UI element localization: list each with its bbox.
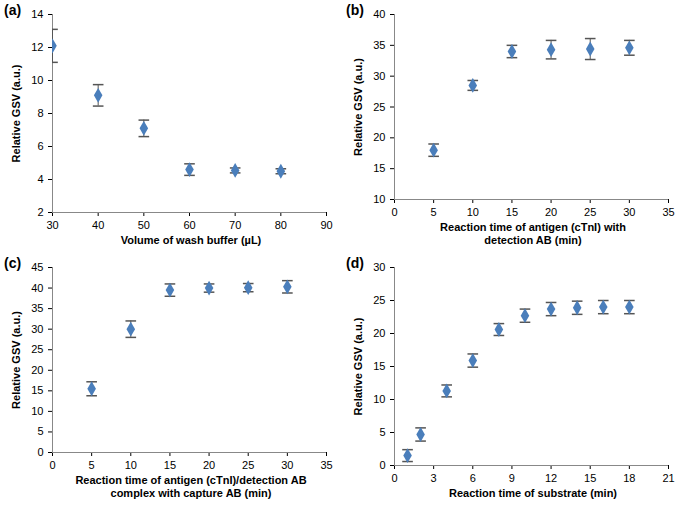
svg-text:20: 20 xyxy=(373,131,385,143)
svg-text:15: 15 xyxy=(584,472,596,484)
svg-text:30: 30 xyxy=(31,323,43,335)
svg-text:12: 12 xyxy=(545,472,557,484)
html-text:(b): (b) xyxy=(346,2,364,18)
svg-text:5: 5 xyxy=(379,426,385,438)
svg-text:0: 0 xyxy=(391,472,397,484)
svg-text:10: 10 xyxy=(31,405,43,417)
svg-text:30: 30 xyxy=(623,206,635,218)
svg-text:60: 60 xyxy=(183,219,195,231)
svg-text:20: 20 xyxy=(545,206,557,218)
svg-text:30: 30 xyxy=(373,261,385,273)
svg-text:10: 10 xyxy=(125,459,137,471)
html-text:Reaction time of antigen (cTnI: Reaction time of antigen (cTnI)/detectio… xyxy=(75,474,307,499)
svg-text:25: 25 xyxy=(242,459,254,471)
html-text:Reaction time of antigen (cTnI: Reaction time of antigen (cTnI) with det… xyxy=(440,221,626,246)
html-text:(c): (c) xyxy=(4,255,22,271)
svg-text:80: 80 xyxy=(275,219,287,231)
svg-text:35: 35 xyxy=(31,302,43,314)
svg-text:18: 18 xyxy=(623,472,635,484)
svg-text:Relative GSV (a.u.): Relative GSV (a.u.) xyxy=(352,58,364,156)
svg-text:20: 20 xyxy=(31,364,43,376)
svg-text:15: 15 xyxy=(506,206,518,218)
svg-text:40: 40 xyxy=(92,219,104,231)
svg-text:25: 25 xyxy=(373,101,385,113)
svg-text:15: 15 xyxy=(164,459,176,471)
svg-text:10: 10 xyxy=(373,193,385,205)
svg-text:50: 50 xyxy=(138,219,150,231)
svg-text:5: 5 xyxy=(37,425,43,437)
svg-text:10: 10 xyxy=(467,206,479,218)
svg-text:15: 15 xyxy=(31,384,43,396)
html-text:(d): (d) xyxy=(346,255,364,271)
svg-text:Relative GSV (a.u.): Relative GSV (a.u.) xyxy=(352,317,364,415)
svg-text:6: 6 xyxy=(37,140,43,152)
svg-text:21: 21 xyxy=(662,472,674,484)
svg-text:40: 40 xyxy=(373,8,385,20)
svg-text:6: 6 xyxy=(470,472,476,484)
svg-text:40: 40 xyxy=(31,282,43,294)
svg-text:Relative GSV (a.u.): Relative GSV (a.u.) xyxy=(10,311,22,409)
svg-text:10: 10 xyxy=(373,393,385,405)
html-text:Volume of wash buffer (µL): Volume of wash buffer (µL) xyxy=(120,234,262,246)
html-text:(a): (a) xyxy=(4,2,22,18)
svg-text:35: 35 xyxy=(662,206,674,218)
svg-text:45: 45 xyxy=(31,261,43,273)
svg-text:25: 25 xyxy=(31,343,43,355)
svg-text:30: 30 xyxy=(281,459,293,471)
svg-text:90: 90 xyxy=(320,219,332,231)
svg-text:15: 15 xyxy=(373,162,385,174)
svg-text:0: 0 xyxy=(49,459,55,471)
svg-text:10: 10 xyxy=(31,74,43,86)
svg-text:3: 3 xyxy=(431,472,437,484)
svg-text:12: 12 xyxy=(31,41,43,53)
svg-text:70: 70 xyxy=(229,219,241,231)
svg-text:4: 4 xyxy=(37,173,43,185)
svg-text:20: 20 xyxy=(203,459,215,471)
svg-text:14: 14 xyxy=(31,8,43,20)
svg-text:5: 5 xyxy=(431,206,437,218)
svg-text:Relative GSV (a.u.): Relative GSV (a.u.) xyxy=(10,64,22,162)
svg-text:25: 25 xyxy=(584,206,596,218)
svg-text:2: 2 xyxy=(37,206,43,218)
svg-text:35: 35 xyxy=(373,39,385,51)
svg-text:0: 0 xyxy=(37,446,43,458)
svg-text:30: 30 xyxy=(373,70,385,82)
svg-text:0: 0 xyxy=(391,206,397,218)
svg-text:35: 35 xyxy=(320,459,332,471)
svg-text:25: 25 xyxy=(373,294,385,306)
svg-text:8: 8 xyxy=(37,107,43,119)
svg-text:20: 20 xyxy=(373,327,385,339)
svg-text:5: 5 xyxy=(89,459,95,471)
svg-text:15: 15 xyxy=(373,360,385,372)
svg-text:9: 9 xyxy=(509,472,515,484)
html-text:Reaction time of substrate (mi: Reaction time of substrate (min) xyxy=(449,487,617,499)
svg-text:30: 30 xyxy=(46,219,58,231)
svg-text:0: 0 xyxy=(379,459,385,471)
